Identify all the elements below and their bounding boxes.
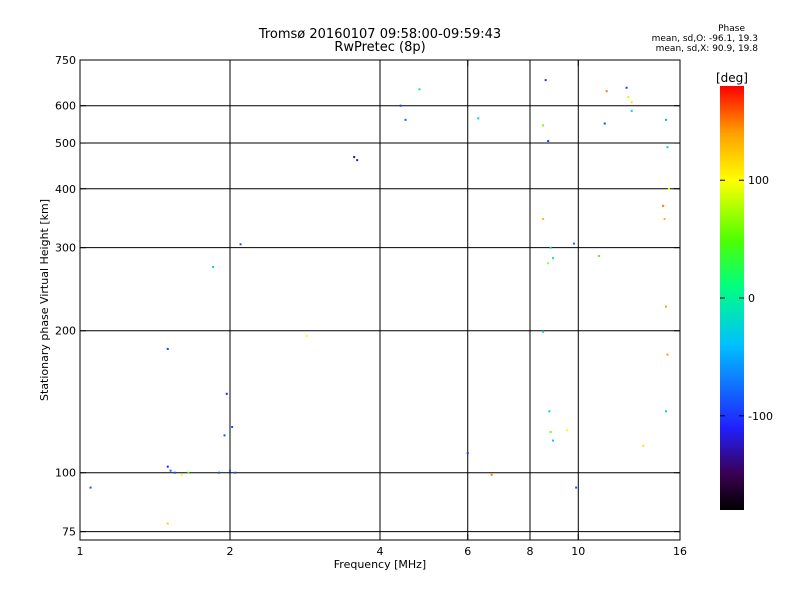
y-tick-label: 500 — [55, 137, 76, 150]
data-point — [549, 430, 552, 433]
data-point — [552, 439, 555, 442]
data-point — [667, 187, 670, 190]
data-point — [630, 109, 633, 112]
data-point — [662, 204, 665, 207]
data-point — [173, 471, 176, 474]
data-points — [89, 79, 670, 525]
data-point — [547, 140, 550, 143]
x-tick-label: 4 — [377, 545, 384, 558]
data-point — [305, 334, 308, 337]
data-point — [666, 146, 669, 149]
x-tick-label: 10 — [571, 545, 585, 558]
x-axis-label: Frequency [MHz] — [334, 558, 426, 571]
data-point — [490, 473, 493, 476]
data-point — [548, 410, 551, 413]
data-point — [630, 101, 633, 104]
y-axis-label: Stationary phase Virtual Height [km] — [38, 199, 51, 401]
data-point — [627, 96, 630, 99]
data-point — [542, 218, 545, 221]
data-point — [566, 429, 569, 432]
data-point — [466, 452, 469, 455]
data-point — [231, 426, 234, 429]
data-point — [217, 471, 220, 474]
x-tick-label: 1 — [77, 545, 84, 558]
chart-subtitle: RwPretec (8p) — [334, 40, 426, 55]
data-point — [642, 444, 645, 447]
data-point — [223, 434, 226, 437]
x-tick-label: 8 — [527, 545, 534, 558]
data-point — [542, 330, 545, 333]
colorbar-tick-label: 100 — [748, 174, 769, 187]
data-point — [572, 242, 575, 245]
colorbar-tick-label: -100 — [748, 410, 773, 423]
data-point — [597, 255, 600, 258]
data-point — [239, 243, 242, 246]
chart-title: Tromsø 20160107 09:58:00-09:59:43 — [258, 27, 502, 42]
y-tick-label: 600 — [55, 100, 76, 113]
x-tick-label: 16 — [673, 545, 687, 558]
y-tick-label: 75 — [62, 526, 76, 539]
data-point — [575, 486, 578, 489]
data-point — [665, 118, 668, 121]
data-point — [552, 257, 555, 260]
data-point — [187, 471, 190, 474]
data-point — [542, 124, 545, 127]
x-tick-label: 6 — [464, 545, 471, 558]
data-point — [356, 159, 359, 162]
data-point — [180, 473, 183, 476]
stats-line-o: mean, sd,O: -96.1, 19.3 — [651, 34, 758, 44]
data-point — [353, 156, 356, 159]
data-point — [399, 104, 402, 107]
data-point — [663, 218, 666, 221]
stats-heading: Phase — [718, 24, 745, 34]
data-point — [666, 353, 669, 356]
data-point — [212, 266, 215, 269]
colorbar-tick-label: 0 — [748, 292, 755, 305]
data-point — [169, 469, 172, 472]
data-point — [89, 486, 92, 489]
colorbar: 100 0 -100 — [720, 86, 773, 510]
data-point — [234, 471, 237, 474]
data-point — [605, 90, 608, 93]
stats-line-x: mean, sd,X: 90.9, 19.8 — [655, 44, 758, 54]
y-tick-label: 400 — [55, 183, 76, 196]
data-point — [665, 410, 668, 413]
data-point — [477, 117, 480, 120]
data-point — [166, 522, 169, 525]
data-point — [549, 246, 552, 249]
y-tick-label: 750 — [55, 54, 76, 67]
data-point — [418, 88, 421, 91]
data-point — [603, 122, 606, 125]
data-point — [665, 305, 668, 308]
data-point — [225, 392, 228, 395]
data-point — [229, 469, 231, 472]
data-point — [166, 465, 169, 468]
colorbar-label: [deg] — [716, 71, 748, 85]
data-point — [547, 262, 550, 265]
data-point — [625, 86, 628, 89]
y-tick-label: 200 — [55, 325, 76, 338]
data-point — [166, 347, 169, 350]
data-point — [544, 79, 547, 82]
data-point — [404, 118, 407, 121]
grid — [80, 60, 680, 540]
y-tick-label: 300 — [55, 242, 76, 255]
axes: 1 2 4 6 8 10 16 75 100 200 300 400 500 600 750 — [55, 54, 687, 558]
x-tick-label: 2 — [227, 545, 234, 558]
y-tick-label: 100 — [55, 467, 76, 480]
